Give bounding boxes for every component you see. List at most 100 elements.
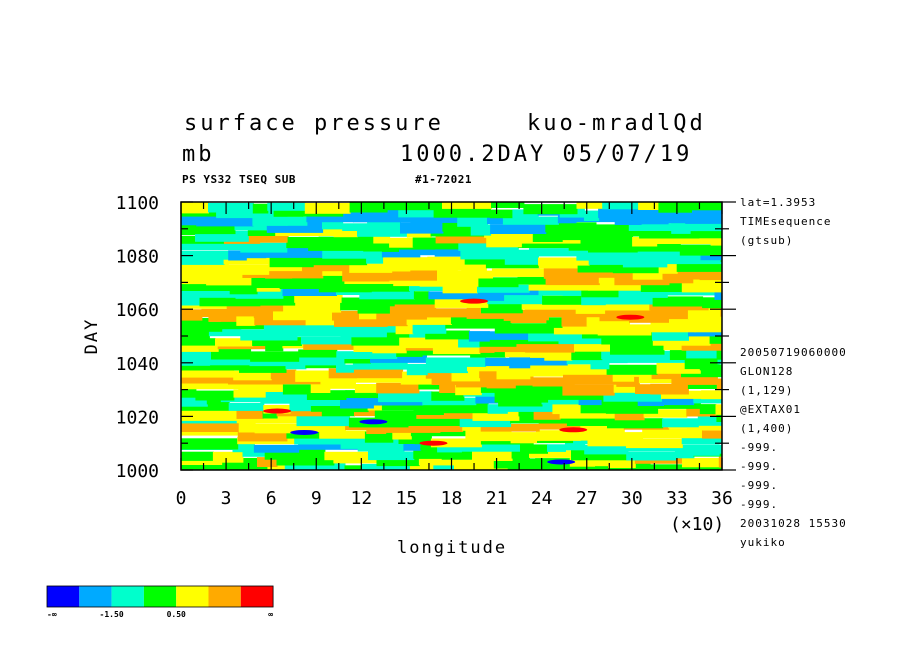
field-patch [344, 355, 371, 364]
field-patch [181, 216, 198, 226]
field-patch [253, 444, 300, 453]
field-patch [307, 395, 341, 406]
y-tick-label: 1020 [116, 407, 159, 428]
x-tick-label: 33 [666, 488, 688, 509]
field-patch [514, 374, 534, 386]
field-patch [269, 256, 314, 268]
x-tick-label: 18 [441, 488, 463, 509]
field-patch [181, 350, 212, 358]
x-tick-label: 0 [176, 488, 187, 509]
title-left: surface pressure [184, 111, 444, 136]
field-patch [442, 402, 489, 414]
x-tick-label: 27 [576, 488, 598, 509]
field-patch [259, 234, 289, 243]
field-patch [340, 302, 359, 311]
y-tick-label: 1100 [116, 193, 159, 214]
field-patch [181, 421, 240, 432]
axis-ticks: 0 3 6 9 12 15 18 21 24 27 30 33 36100010201040106010… [116, 193, 736, 509]
field-patch [575, 303, 606, 314]
field-patch [613, 384, 636, 393]
field-patch [399, 337, 460, 349]
field-patch [545, 222, 597, 233]
field-patch [595, 224, 630, 234]
field-patch [247, 227, 277, 236]
field-patch [710, 236, 722, 246]
field-patch [349, 202, 388, 213]
field-patch [480, 424, 540, 432]
field-patch [640, 214, 669, 225]
field-patch [538, 421, 582, 430]
field-patch [716, 348, 722, 360]
field-patch [300, 354, 346, 366]
field-patch [402, 371, 427, 380]
field-patch [621, 350, 671, 360]
field-patch [211, 349, 252, 360]
field-patch [393, 296, 436, 305]
field-patch [466, 307, 505, 319]
field-patch [206, 274, 253, 286]
field-patch [376, 455, 420, 467]
field-patch [574, 341, 611, 352]
field-patch [181, 342, 219, 352]
field-patch [318, 236, 345, 246]
field-patch [529, 248, 578, 257]
field-patch [524, 309, 549, 321]
field-patch [563, 370, 614, 380]
field-patch [643, 409, 688, 418]
field-patch [588, 242, 638, 253]
field-patch [321, 408, 355, 417]
x-tick-label: 15 [396, 488, 418, 509]
field-patch [212, 451, 244, 463]
field-patch [494, 323, 555, 334]
field-patch [267, 202, 306, 211]
field-patch [718, 445, 722, 454]
field-patch [450, 316, 512, 324]
field-patch [238, 381, 284, 392]
field-patch [430, 438, 482, 448]
field-patch [573, 374, 618, 385]
field-patch [322, 221, 344, 230]
side-info-line: (gtsub) [740, 234, 793, 247]
field-patch [395, 324, 414, 335]
field-patch [199, 295, 261, 307]
field-patch [610, 344, 665, 355]
field-patch [652, 331, 689, 341]
field-patch [486, 377, 516, 389]
field-hotspot [359, 419, 388, 425]
field-patch [389, 303, 437, 316]
field-patch [341, 297, 395, 307]
field-patch [601, 336, 654, 345]
field-patch [584, 444, 629, 455]
field-patch [344, 465, 363, 470]
field-patch [181, 281, 231, 291]
field-patch [195, 230, 249, 242]
field-patch [407, 417, 461, 426]
side-info-line: 20031028 15530 [740, 517, 847, 530]
field-patch [614, 215, 642, 225]
field-patch [357, 226, 408, 237]
field-patch [553, 324, 599, 335]
field-patch [354, 408, 376, 417]
field-patch [566, 356, 592, 365]
field-patch [392, 429, 412, 440]
x-axis-label: longitude [397, 538, 507, 558]
field-patch [181, 241, 242, 251]
field-patch [354, 375, 402, 383]
field-patch [434, 297, 489, 308]
field-patch [227, 264, 270, 275]
field-patch [651, 369, 682, 380]
field-patch [517, 276, 547, 285]
field-patch [181, 288, 237, 298]
field-patch [618, 288, 668, 298]
field-patch [265, 389, 308, 401]
y-tick-label: 1000 [116, 461, 159, 482]
field-patch [353, 342, 374, 352]
field-patch [603, 391, 662, 402]
field-patch [709, 335, 722, 344]
field-patch [181, 256, 225, 265]
field-patch [285, 448, 326, 459]
field-patch [428, 291, 478, 300]
field-patch [409, 461, 435, 470]
field-patch [181, 369, 235, 378]
field-patch [386, 316, 408, 327]
